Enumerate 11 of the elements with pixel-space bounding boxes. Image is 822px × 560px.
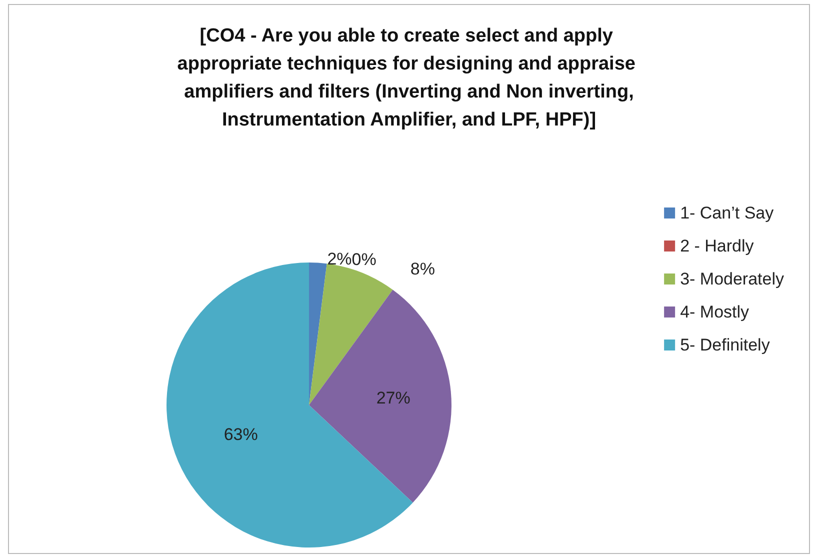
data-label: 2%	[327, 249, 352, 268]
data-label: 63%	[224, 425, 258, 444]
legend-label: 5- Definitely	[680, 336, 770, 354]
chart-title: [CO4 - Are you able to create select and apply appropriate techniques for designing and appraise amplifiers and filters (Inverting and Non inverting,Instrumentation Amplifier, and LPF, HPF)]	[177, 26, 641, 130]
data-label: 27%	[376, 388, 410, 408]
text: 0%	[352, 250, 376, 270]
data-label: 8%	[410, 259, 435, 278]
legend-label: 1- Can’t Say	[680, 204, 774, 222]
legend-label: 4- Mostly	[680, 302, 750, 322]
legend-label: 2 - Hardly	[680, 236, 754, 256]
legend-label: 3- Moderately	[680, 270, 784, 288]
